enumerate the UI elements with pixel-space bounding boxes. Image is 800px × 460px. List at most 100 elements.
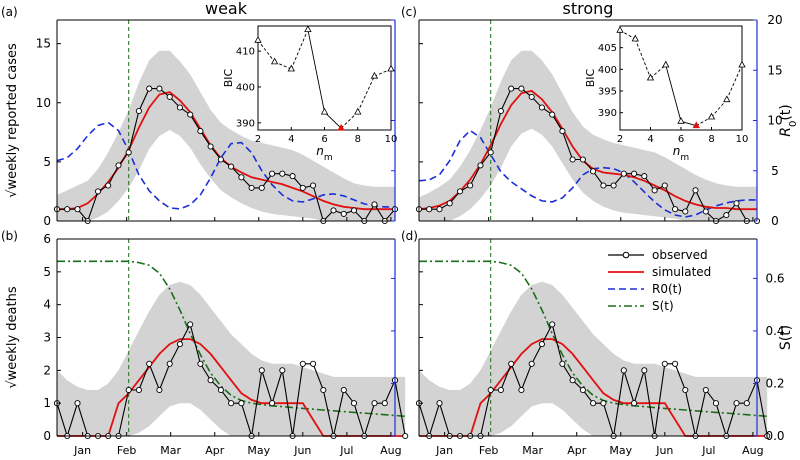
observed-point	[600, 182, 607, 189]
observed-point	[579, 386, 586, 394]
y-tick-label: 6	[43, 232, 51, 246]
confidence-band-a	[57, 50, 395, 222]
inset-connector	[257, 40, 275, 63]
inset-point	[320, 107, 329, 115]
y2-tick-label: 20	[767, 13, 782, 27]
observed-point	[549, 111, 556, 118]
y-tick-label: 2	[43, 363, 51, 377]
observed-point	[651, 187, 658, 194]
observed-point	[661, 360, 668, 367]
inset-x-tick-label: 4	[288, 134, 294, 145]
y-tick-label: 10	[36, 96, 51, 110]
observed-point	[661, 182, 668, 189]
y2-tick-label: 5	[771, 164, 779, 178]
inset-y-label-c: BIC	[584, 68, 597, 87]
observed-point	[320, 386, 327, 394]
y2-tick-label: 0.4	[765, 324, 784, 338]
observed-point	[340, 386, 347, 394]
y-tick-label: 0	[43, 214, 51, 228]
observed-point	[125, 149, 132, 156]
observed-point	[197, 360, 204, 367]
inset-x-tick-label: 10	[736, 134, 749, 145]
inset-x-tick-label: 4	[647, 134, 653, 145]
observed-point	[310, 360, 317, 367]
inset-y-tick-label: 390	[236, 118, 255, 129]
inset-y-tick-label: 410	[236, 47, 255, 58]
observed-point	[590, 400, 597, 407]
observed-point	[538, 341, 545, 348]
observed-point	[702, 208, 709, 215]
observed-point	[436, 400, 443, 407]
inset-point	[287, 64, 295, 72]
observed-point	[176, 341, 183, 348]
observed-point	[549, 321, 556, 328]
observed-point	[299, 360, 306, 367]
observed-point	[733, 200, 740, 207]
inset-connector	[324, 111, 342, 129]
observed-point	[497, 107, 504, 115]
observed-point	[487, 386, 494, 394]
y2-axis-title-c: R0(t)	[778, 104, 799, 137]
observed-point	[340, 210, 347, 217]
observed-point	[764, 432, 771, 440]
y-axis-title-b: √weekly deaths	[5, 286, 20, 388]
x-tick-label-jun: Jun	[655, 444, 673, 457]
inset-connector	[711, 99, 728, 118]
observed-point	[64, 206, 71, 213]
observed-point	[559, 360, 566, 367]
x-tick-label-mar: Mar	[522, 444, 543, 457]
y-tick-label: 4	[43, 298, 51, 312]
observed-point	[682, 386, 689, 394]
inset-y-tick-label: 390	[598, 108, 617, 119]
y2-tick-label: 0.6	[765, 271, 784, 285]
observed-point	[743, 400, 750, 407]
x-tick-label-may: May	[247, 444, 270, 457]
observed-point	[258, 184, 265, 191]
observed-series-c	[419, 88, 757, 222]
inset-point	[707, 112, 716, 120]
inset-connector	[665, 64, 682, 122]
observed-point	[508, 360, 515, 367]
inset-point	[677, 116, 685, 124]
observed-point	[559, 128, 566, 135]
x-tick-label-aug: Aug	[742, 444, 763, 457]
inset-best-point	[692, 121, 700, 129]
inset-point	[662, 60, 670, 68]
observed-point	[436, 206, 443, 213]
inset-point	[387, 64, 395, 72]
observed-point	[269, 400, 276, 407]
inset-y-tick-label: 395	[598, 87, 617, 98]
inset-connector	[696, 116, 712, 127]
observed-point	[350, 207, 358, 214]
observed-point	[569, 377, 576, 384]
inset-connector	[634, 38, 651, 79]
observed-point	[279, 367, 286, 374]
observed-point	[94, 188, 102, 195]
observed-point	[125, 386, 132, 394]
inset-point	[254, 35, 262, 43]
inset-x-tick-label: 2	[255, 134, 261, 145]
inset-point	[354, 107, 362, 115]
observed-point	[105, 182, 112, 189]
observed-point	[631, 170, 638, 177]
x-tick-label-aug: Aug	[380, 444, 401, 457]
observed-point	[228, 400, 235, 407]
observed-point	[682, 208, 689, 215]
observed-point	[620, 367, 627, 374]
observed-point	[166, 93, 173, 100]
observed-point	[569, 156, 576, 163]
inset-point	[370, 71, 379, 79]
observed-point	[217, 156, 224, 163]
panel-label-c: (c)	[401, 5, 417, 19]
y-tick-label: 1	[43, 396, 51, 410]
observed-point	[187, 321, 194, 328]
y-tick-label: 0	[43, 429, 51, 443]
inset-x-tick-label: 2	[617, 134, 623, 145]
observed-point	[135, 107, 142, 115]
y2-tick-label: 15	[767, 63, 782, 77]
inset-x-tick-label: 8	[708, 134, 714, 145]
observed-point	[702, 386, 709, 394]
y-tick-label: 5	[43, 265, 51, 279]
column-title-weak: weak	[205, 0, 248, 18]
legend-r0-label: R0(t)	[652, 282, 682, 296]
